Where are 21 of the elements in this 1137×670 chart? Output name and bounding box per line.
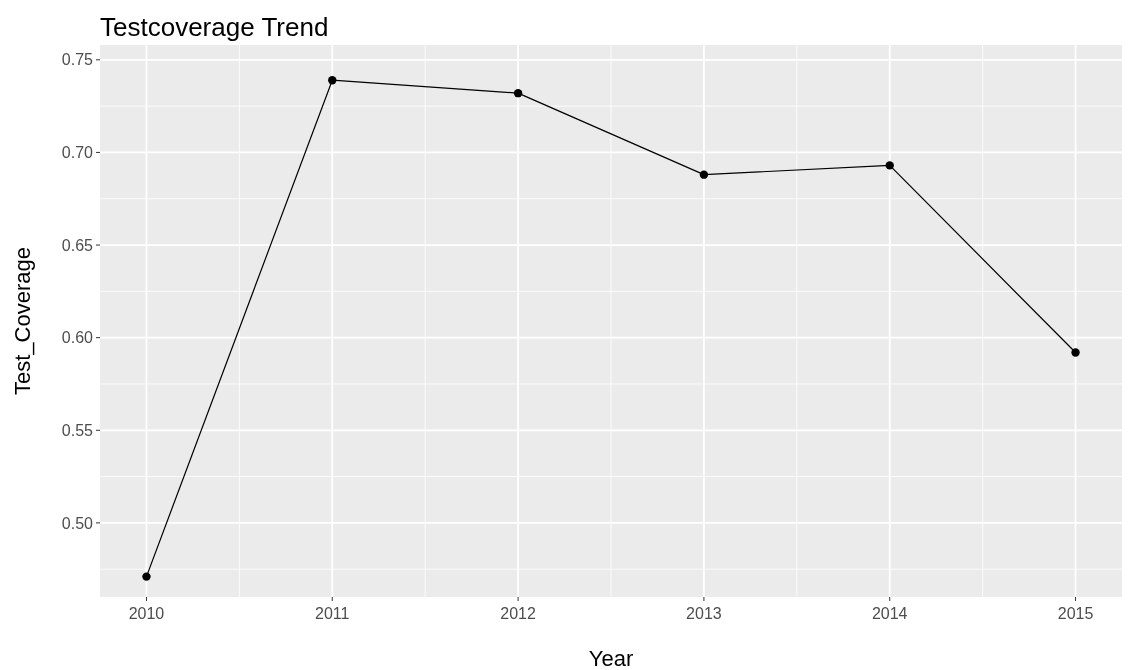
- x-axis-title: Year: [588, 646, 634, 670]
- point: [699, 170, 709, 179]
- x-tick-label: 2011: [315, 605, 350, 622]
- point: [885, 161, 894, 170]
- x-tick-label: 2010: [128, 605, 165, 622]
- y-tick-label: 0.70: [61, 144, 94, 162]
- x-tick-label: 2014: [871, 605, 908, 622]
- chart-title: Testcoverage Trend: [100, 12, 329, 42]
- x-tick-label: 2013: [686, 605, 722, 622]
- point: [328, 75, 337, 85]
- point: [1071, 348, 1080, 357]
- x-tick-label: 2012: [500, 605, 536, 622]
- y-axis-title: Test_Coverage: [10, 247, 35, 395]
- point: [513, 88, 523, 98]
- y-tick-label: 0.50: [61, 514, 94, 532]
- y-tick-label: 0.55: [61, 421, 94, 439]
- y-tick-label: 0.75: [61, 51, 94, 69]
- x-tick-label: 2015: [1057, 605, 1094, 622]
- y-tick-label: 0.65: [61, 236, 94, 254]
- point: [142, 572, 151, 581]
- y-tick-label: 0.60: [61, 329, 94, 347]
